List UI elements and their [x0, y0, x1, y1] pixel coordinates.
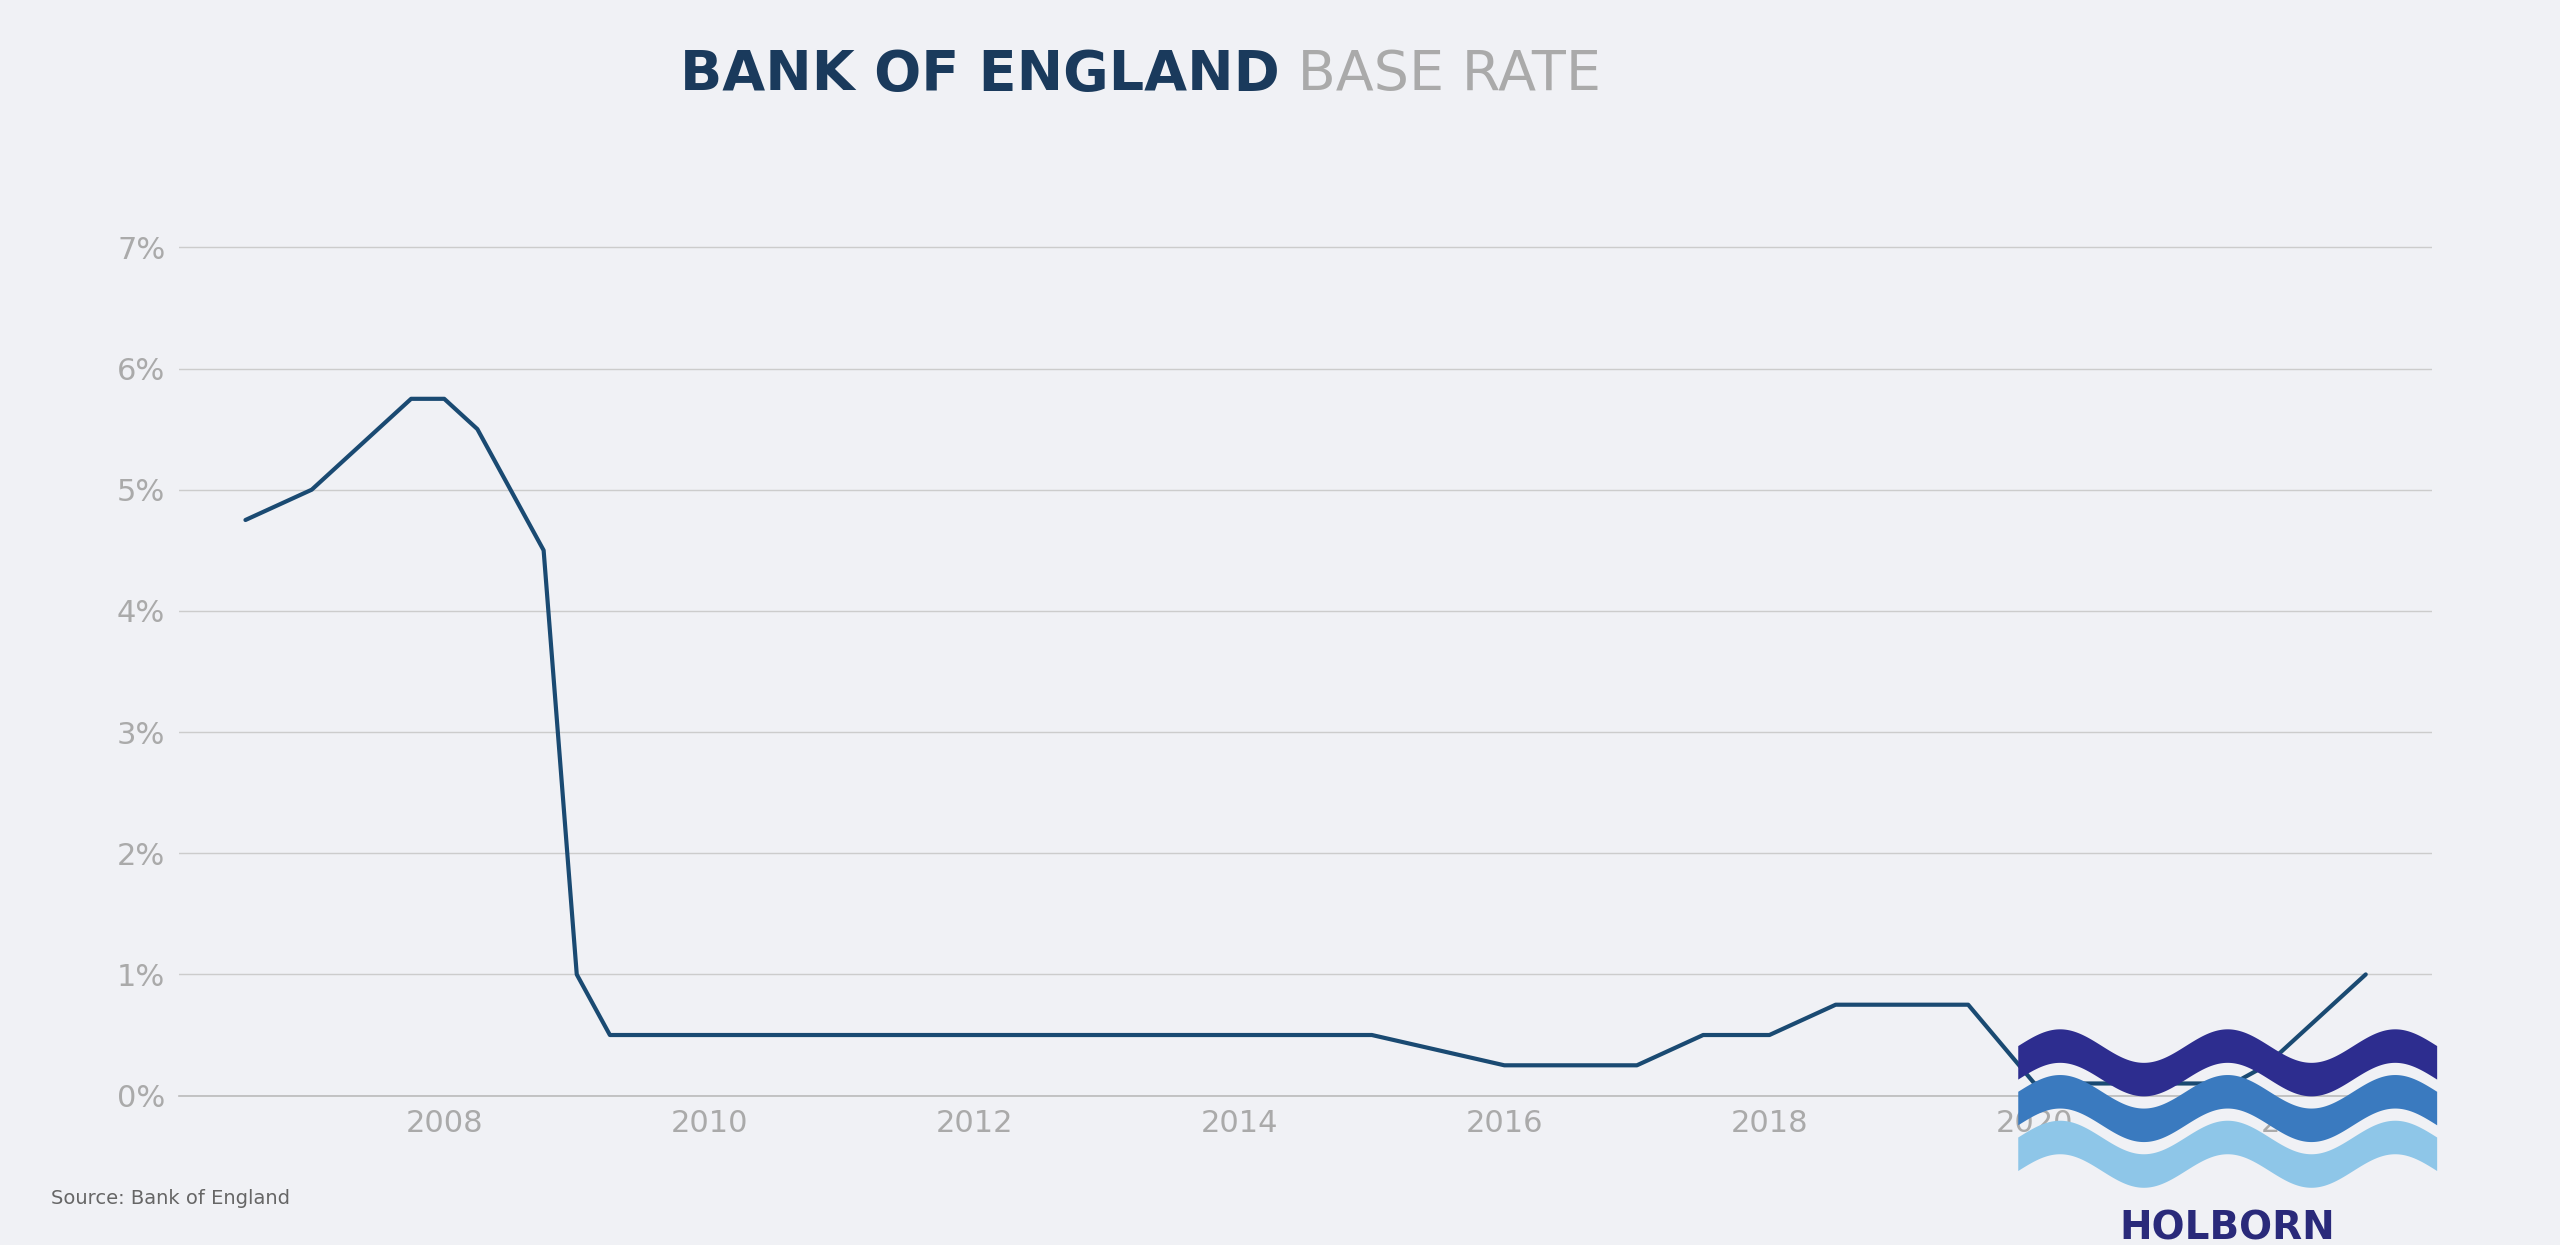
Text: HOLBORN: HOLBORN	[2120, 1209, 2335, 1245]
Text: BASE RATE: BASE RATE	[1280, 47, 1600, 102]
Text: Source: Bank of England: Source: Bank of England	[51, 1189, 289, 1208]
Text: BANK OF ENGLAND: BANK OF ENGLAND	[681, 47, 1280, 102]
